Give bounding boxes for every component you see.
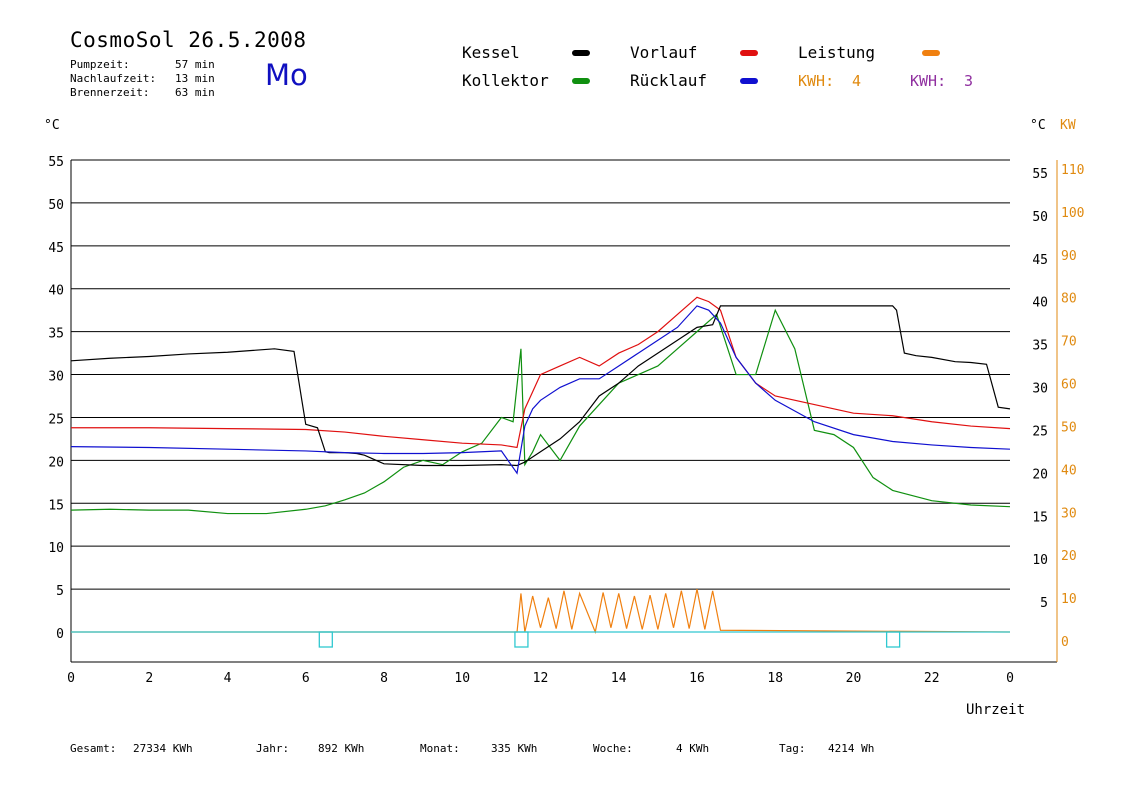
info-value-nachlaufzeit: 13 min [175,72,215,85]
info-label-pumpzeit: Pumpzeit: [70,58,130,71]
y2-tick-label-50: 50 [1061,420,1077,435]
y-right-tick-label-45: 45 [1032,253,1048,268]
y-tick-label-50: 50 [48,198,64,213]
right-axis-unit: °C [1030,118,1046,133]
info-label-brennerzeit: Brennerzeit: [70,86,150,99]
y-tick-label-25: 25 [48,412,64,427]
footer-label-woche: Woche: [593,742,633,755]
y-tick-label-0: 0 [56,627,64,642]
y-tick-label-5: 5 [56,584,64,599]
weekday-label: Mo [265,58,308,92]
series-line-kollektor [70,308,1011,515]
footer-value-monat: 335 KWh [491,742,538,755]
y-right-tick-label-15: 15 [1032,510,1048,525]
x-tick-label-9: 18 [767,671,783,686]
legend-label-leistung: Leistung [798,43,876,62]
series-line-rcklauf [70,305,1011,475]
y-right-tick-label-40: 40 [1032,296,1048,311]
y-right-tick-label-25: 25 [1032,424,1048,439]
x-tick-label-8: 16 [689,671,705,686]
y-right-tick-label-55: 55 [1032,167,1048,182]
y-tick-label-10: 10 [48,541,64,556]
kwh-label-1: KWH: [798,72,835,90]
y-right-tick-label-10: 10 [1032,553,1048,568]
info-label-nachlaufzeit: Nachlaufzeit: [70,72,157,85]
y-tick-label-35: 35 [48,327,64,342]
series-line-vorlauf [71,296,1011,449]
legend-swatch-kollektor [572,78,590,84]
right-axis-unit-kw: KW [1060,118,1076,133]
footer-value-jahr: 892 KWh [318,742,365,755]
y2-tick-label-110: 110 [1061,163,1084,178]
legend-swatch-kessel [572,50,590,56]
baseline-marker-2 [885,631,901,648]
y-tick-label-15: 15 [48,498,64,513]
left-axis-unit: °C [44,118,60,133]
y2-tick-label-70: 70 [1061,335,1077,350]
footer-value-tag: 4214 Wh [828,742,875,755]
footer-label-monat: Monat: [420,742,460,755]
series-line-kessel [70,305,1011,467]
y-tick-label-45: 45 [48,241,64,256]
x-tick-label-3: 6 [302,671,310,686]
kwh-value-2: 3 [964,72,974,90]
legend-swatch-leistung [922,50,940,56]
y2-tick-label-80: 80 [1061,292,1077,307]
y2-tick-label-90: 90 [1061,249,1077,264]
y-tick-label-55: 55 [48,155,64,170]
kwh-label-2: KWH: [910,72,947,90]
legend-swatch-vorlauf [740,50,758,56]
x-tick-label-10: 20 [846,671,862,686]
baseline-marker-0 [318,631,333,648]
y-tick-label-20: 20 [48,455,64,470]
legend-label-vorlauf: Vorlauf [630,43,698,62]
x-tick-label-5: 10 [454,671,470,686]
y-right-tick-label-50: 50 [1032,210,1048,225]
footer-label-gesamt: Gesamt: [70,742,117,755]
baseline-marker-1 [514,631,529,648]
legend-swatch-ruecklauf [740,78,758,84]
footer-label-tag: Tag: [779,742,806,755]
y2-tick-label-40: 40 [1061,463,1077,478]
x-tick-label-4: 8 [380,671,388,686]
x-tick-label-2: 4 [224,671,232,686]
x-tick-label-1: 2 [145,671,153,686]
y2-tick-label-100: 100 [1061,206,1084,221]
y2-tick-label-60: 60 [1061,378,1077,393]
y-right-tick-label-5: 5 [1040,596,1048,611]
y2-tick-label-0: 0 [1061,635,1069,650]
legend-label-kollektor: Kollektor [462,71,549,90]
kwh-value-1: 4 [852,72,862,90]
chart-title: CosmoSol 26.5.2008 [70,28,307,52]
footer-label-jahr: Jahr: [256,742,290,755]
y2-tick-label-30: 30 [1061,506,1077,521]
y2-tick-label-20: 20 [1061,549,1077,564]
footer-value-gesamt: 27334 KWh [133,742,193,755]
y-tick-label-40: 40 [48,284,64,299]
x-tick-label-7: 14 [611,671,627,686]
info-value-brennerzeit: 63 min [175,86,215,99]
x-tick-label-6: 12 [533,671,549,686]
y-right-tick-label-30: 30 [1032,382,1048,397]
y-tick-label-30: 30 [48,370,64,385]
x-tick-label-0: 0 [67,671,75,686]
footer-value-woche: 4 KWh [676,742,710,755]
legend-label-kessel: Kessel [462,43,520,62]
x-tick-label-12: 0 [1006,671,1014,686]
y-right-tick-label-35: 35 [1032,339,1048,354]
series-line-leistung [71,588,1011,635]
x-tick-label-11: 22 [924,671,940,686]
x-axis-label: Uhrzeit [966,702,1026,718]
y2-tick-label-10: 10 [1061,592,1077,607]
info-value-pumpzeit: 57 min [175,58,215,71]
legend-label-ruecklauf: Rücklauf [630,71,708,90]
y-right-tick-label-20: 20 [1032,467,1048,482]
